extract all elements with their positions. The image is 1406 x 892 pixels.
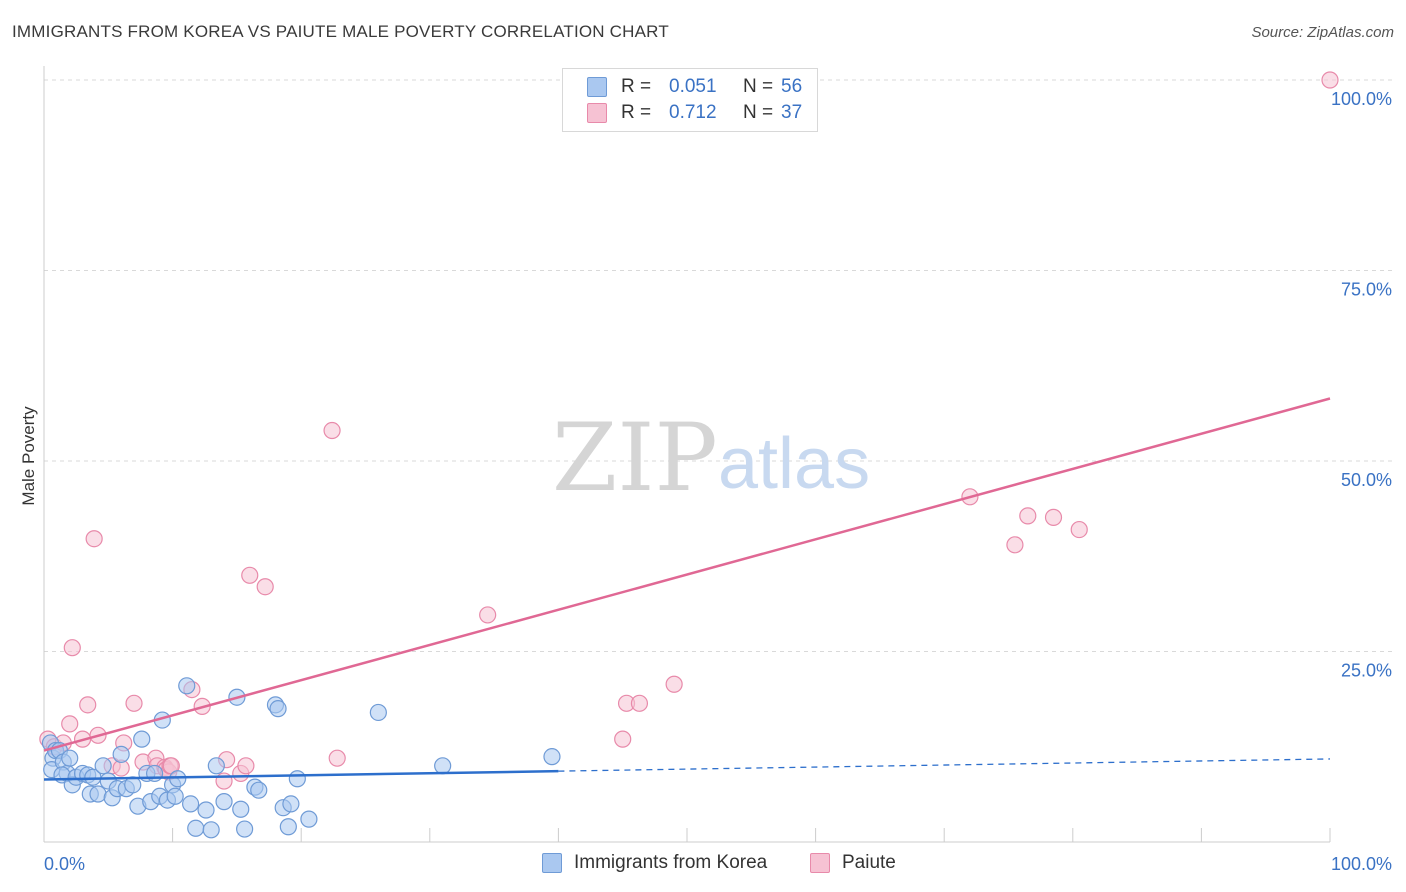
data-point	[1070, 520, 1088, 539]
x-tick-label: 0.0%	[44, 854, 85, 874]
data-point	[369, 703, 387, 722]
legend-swatch-pink	[587, 103, 607, 123]
data-point	[250, 781, 268, 799]
data-point	[63, 639, 81, 657]
data-point	[1044, 508, 1063, 526]
data-point	[479, 606, 497, 624]
source-credit: Source: ZipAtlas.com	[1251, 24, 1394, 41]
data-point	[94, 757, 112, 775]
data-point	[543, 748, 561, 766]
data-point	[89, 785, 107, 803]
data-point	[79, 696, 97, 714]
data-point	[237, 757, 255, 775]
data-point	[665, 675, 683, 693]
legend-n-value: 37	[781, 102, 803, 123]
grid-lines	[44, 79, 1392, 652]
data-point	[1006, 536, 1024, 554]
legend-n-value: 56	[781, 76, 803, 97]
data-point	[323, 421, 341, 440]
data-point	[61, 749, 79, 767]
data-point	[328, 749, 346, 767]
watermark: ZIP atlas	[552, 404, 870, 513]
y-tick-label: 100.0%	[1331, 89, 1392, 109]
y-tick-label: 50.0%	[1341, 470, 1392, 490]
data-point	[178, 677, 196, 695]
legend-swatch-blue	[587, 77, 607, 97]
data-point	[434, 757, 452, 775]
data-point	[630, 694, 649, 712]
paiute-points	[39, 71, 1339, 790]
data-point	[300, 810, 318, 828]
trend-line-korea	[43, 769, 559, 781]
watermark-zip: ZIP	[552, 404, 718, 513]
data-point	[279, 818, 297, 836]
data-point	[256, 578, 274, 596]
x-tick-label: 100.0%	[1331, 854, 1392, 874]
data-point	[125, 694, 143, 712]
axes	[43, 66, 1331, 843]
data-point	[61, 715, 79, 733]
trend-line-paiute	[43, 397, 1331, 752]
data-point	[166, 787, 184, 805]
data-point	[614, 730, 632, 748]
legend-n-label: N =	[743, 102, 774, 123]
data-point	[112, 745, 130, 763]
bottom-legend-label-paiute: Paiute	[842, 852, 896, 873]
legend-row-paiute: R = 0.712 N = 37	[587, 101, 802, 125]
chart-title: IMMIGRANTS FROM KOREA VS PAIUTE MALE POV…	[12, 22, 669, 41]
legend-r-label: R =	[621, 76, 652, 97]
bottom-swatch-blue	[542, 853, 562, 873]
legend-r-value: 0.712	[669, 102, 717, 123]
korea-points	[41, 677, 561, 839]
y-tick-label: 25.0%	[1341, 661, 1392, 681]
data-point	[85, 530, 103, 548]
watermark-atlas: atlas	[718, 424, 870, 504]
legend-n-label: N =	[743, 76, 774, 97]
data-point	[1019, 507, 1037, 525]
data-point	[232, 800, 250, 818]
tick-labels: 25.0% 50.0% 75.0% 100.0% 0.0% 100.0%	[44, 89, 1392, 874]
trend-line-korea-extension	[558, 758, 1331, 772]
data-point	[241, 566, 259, 584]
trend-lines	[43, 397, 1331, 781]
bottom-legend-label-korea: Immigrants from Korea	[574, 852, 768, 873]
data-point	[197, 801, 215, 819]
stats-legend: R = 0.051 N = 56 R = 0.712 N = 37	[562, 68, 818, 132]
legend-r-value: 0.051	[669, 76, 717, 97]
data-point	[215, 793, 233, 811]
bottom-swatch-pink	[810, 853, 830, 873]
data-point	[182, 795, 200, 813]
legend-r-label: R =	[621, 102, 652, 123]
y-tick-label: 75.0%	[1341, 280, 1392, 300]
data-point	[236, 820, 254, 838]
data-point	[169, 770, 187, 788]
data-point	[202, 821, 220, 839]
bottom-legend-korea: Immigrants from Korea	[542, 852, 767, 874]
data-point	[1321, 71, 1339, 89]
data-point	[269, 700, 287, 718]
data-point	[288, 770, 306, 788]
data-point	[282, 795, 300, 813]
data-point	[207, 757, 225, 775]
bottom-legend-paiute: Paiute	[810, 852, 896, 874]
data-point	[133, 730, 151, 748]
legend-row-korea: R = 0.051 N = 56	[587, 75, 802, 99]
y-axis-label: Male Poverty	[19, 406, 38, 506]
data-point	[187, 819, 205, 837]
